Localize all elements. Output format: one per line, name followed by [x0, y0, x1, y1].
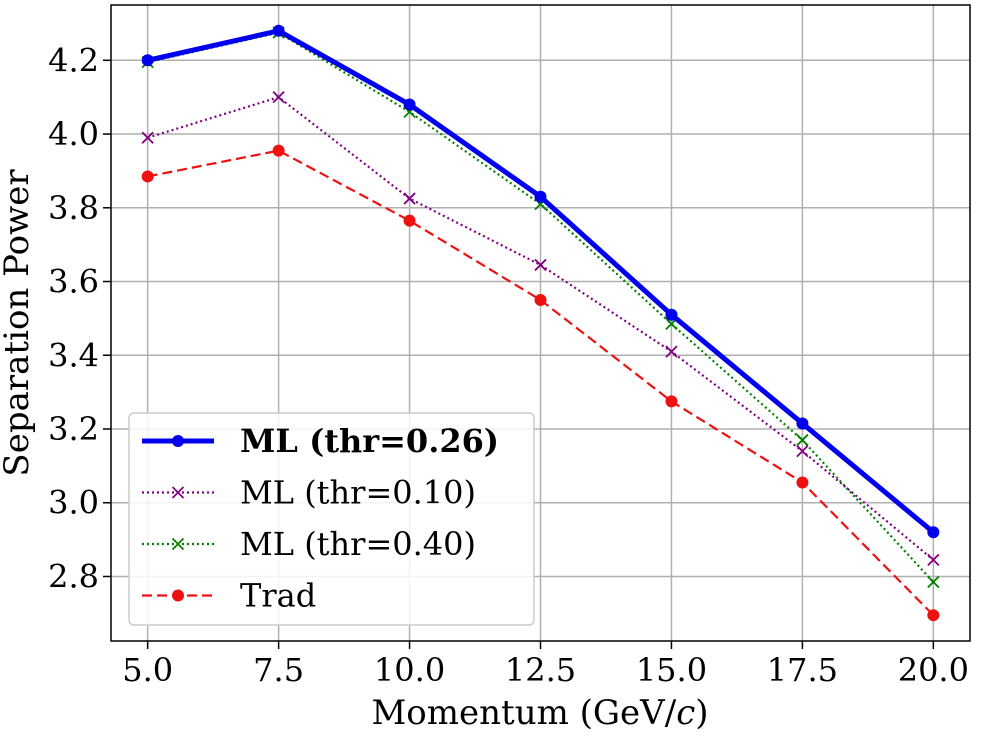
series-trad: [141, 144, 940, 622]
marker-x-stroke: [403, 192, 416, 205]
x-tick-label: 15.0: [636, 651, 707, 689]
x-tick-label: 20.0: [898, 651, 969, 689]
legend-entry: ML (thr=0.40): [142, 525, 476, 563]
y-tick-label: 3.4: [48, 336, 99, 374]
legend-marker: [171, 486, 185, 499]
y-axis-label: Separation Power: [0, 169, 37, 477]
legend-marker: [172, 589, 184, 602]
data-point-trad: [141, 170, 154, 183]
legend-box: [128, 412, 535, 626]
data-point-ml-thr-0-10: [403, 192, 416, 205]
legend-marker: [171, 537, 185, 551]
x-axis-label: Momentum (GeV/c): [371, 693, 708, 733]
marker-x-stroke: [665, 345, 678, 358]
data-point-ml-thr-0-40: [927, 575, 940, 589]
data-point-ml-thr-0-10: [796, 444, 809, 458]
x-tick-label: 7.5: [253, 651, 304, 689]
data-point-ml-thr-0-26: [796, 417, 809, 430]
data-point-ml-thr-0-10: [665, 345, 678, 358]
data-point-trad: [927, 609, 940, 622]
x-tick-label: 17.5: [767, 651, 838, 689]
y-tick-label: 3.6: [48, 263, 99, 301]
marker-x-stroke: [796, 433, 809, 447]
legend-label: ML (thr=0.40): [240, 525, 476, 563]
y-tick-label: 4.2: [48, 41, 99, 79]
data-point-ml-thr-0-26: [403, 98, 416, 111]
legend-label: Trad: [240, 577, 316, 615]
data-point-trad: [403, 214, 416, 227]
data-point-ml-thr-0-26: [665, 308, 678, 321]
y-tick-label: 2.8: [48, 557, 99, 595]
data-point-trad: [796, 476, 809, 489]
marker-x-stroke: [141, 131, 154, 144]
data-point-trad: [534, 293, 547, 306]
x-tick-label: 5.0: [122, 651, 173, 689]
data-point-ml-thr-0-26: [927, 526, 940, 539]
marker-x-stroke: [171, 486, 185, 499]
y-tick-label: 3.2: [48, 410, 99, 448]
x-tick-label: 10.0: [374, 651, 445, 689]
data-point-ml-thr-0-26: [141, 54, 154, 67]
marker-x-stroke: [272, 91, 285, 104]
data-point-ml-thr-0-26: [272, 24, 285, 37]
marker-x-stroke: [171, 537, 185, 551]
marker-x-stroke: [534, 258, 547, 272]
series-ml-thr-0-10: [141, 91, 940, 567]
data-point-trad: [272, 144, 285, 157]
marker-x-stroke: [927, 553, 940, 567]
legend-entry: ML (thr=0.26): [142, 422, 499, 460]
y-tick-label: 3.8: [48, 189, 99, 227]
marker-x-stroke: [796, 444, 809, 458]
data-point-ml-thr-0-10: [534, 258, 547, 272]
legend-entry: ML (thr=0.10): [142, 474, 476, 512]
data-point-ml-thr-0-10: [141, 131, 154, 144]
data-point-ml-thr-0-10: [272, 91, 285, 104]
data-point-trad: [665, 395, 678, 408]
data-point-ml-thr-0-40: [796, 433, 809, 447]
marker-x-stroke: [927, 575, 940, 589]
legend-entry: Trad: [142, 577, 316, 615]
data-point-ml-thr-0-26: [534, 190, 547, 203]
data-point-ml-thr-0-10: [927, 553, 940, 567]
x-tick-label: 12.5: [505, 651, 576, 689]
legend-marker: [172, 435, 184, 447]
y-tick-label: 4.0: [48, 115, 99, 153]
series-ml-thr-0-26: [141, 24, 940, 539]
legend-label: ML (thr=0.10): [240, 474, 476, 512]
legend-label: ML (thr=0.26): [240, 422, 499, 460]
y-tick-label: 3.0: [48, 484, 99, 522]
